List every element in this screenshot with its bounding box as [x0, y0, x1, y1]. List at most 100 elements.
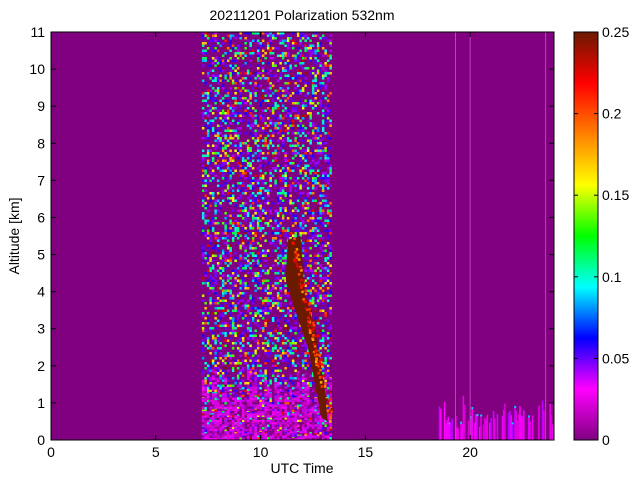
heatmap-cell — [221, 194, 225, 197]
heatmap-cell — [289, 431, 292, 434]
heatmap-cell — [311, 122, 315, 125]
heatmap-cell — [219, 324, 222, 327]
heatmap-cell — [256, 154, 260, 157]
heatmap-cell — [249, 269, 252, 272]
heatmap-cell — [309, 318, 312, 321]
heatmap-cell — [209, 414, 212, 417]
heatmap-cell — [450, 422, 452, 440]
heatmap-cell — [279, 269, 282, 272]
heatmap-cell — [299, 172, 302, 175]
heatmap-cell — [206, 254, 210, 257]
heatmap-cell — [276, 422, 280, 425]
heatmap-cell — [301, 397, 305, 400]
heatmap-cell — [306, 287, 310, 290]
heatmap-cell — [266, 420, 270, 423]
heatmap-cell — [221, 162, 225, 165]
heatmap-cell — [289, 117, 292, 120]
heatmap-cell — [321, 307, 325, 310]
heatmap-cell — [251, 372, 255, 375]
heatmap-cell — [229, 92, 232, 95]
heatmap-cell — [244, 42, 247, 45]
heatmap-cell — [206, 142, 210, 145]
heatmap-cell — [204, 422, 207, 425]
heatmap-cell — [249, 59, 252, 62]
heatmap-cell — [201, 117, 205, 120]
heatmap-cell — [224, 332, 227, 335]
heatmap-cell — [251, 332, 255, 335]
heatmap-cell — [206, 97, 210, 100]
heatmap-cell — [251, 192, 255, 195]
heatmap-cell — [244, 302, 247, 305]
heatmap-cell — [316, 112, 320, 115]
heatmap-cell — [261, 407, 265, 410]
heatmap-cell — [281, 134, 285, 137]
heatmap-cell — [309, 139, 312, 142]
heatmap-cell — [216, 154, 220, 157]
heatmap-cell — [299, 431, 302, 434]
heatmap-cell — [314, 411, 317, 414]
heatmap-cell — [259, 433, 262, 436]
heatmap-cell — [266, 162, 270, 165]
heatmap-cell — [266, 104, 270, 107]
heatmap-cell — [291, 74, 295, 77]
heatmap-cell — [234, 199, 237, 202]
heatmap-cell — [308, 309, 311, 313]
heatmap-cell — [254, 202, 257, 205]
heatmap-cell — [211, 332, 215, 335]
heatmap-cell — [246, 284, 250, 287]
heatmap-cell — [219, 417, 222, 420]
heatmap-cell — [329, 307, 332, 310]
heatmap-cell — [511, 422, 514, 440]
heatmap-cell — [204, 117, 207, 120]
heatmap-cell — [302, 283, 305, 287]
heatmap-cell — [231, 406, 235, 409]
heatmap-cell — [316, 284, 320, 287]
heatmap-cell — [206, 159, 210, 162]
heatmap-cell — [224, 114, 227, 117]
heatmap-cell — [201, 388, 205, 391]
heatmap-cell — [256, 167, 260, 170]
heatmap-cell — [224, 420, 227, 423]
heatmap-cell — [244, 259, 247, 262]
heatmap-cell — [236, 404, 240, 407]
heatmap-cell — [296, 399, 300, 403]
heatmap-cell — [256, 209, 260, 212]
heatmap-cell — [296, 92, 300, 95]
heatmap-cell — [241, 332, 245, 335]
heatmap-cell — [271, 349, 275, 352]
heatmap-cell — [294, 164, 297, 167]
heatmap-cell — [254, 122, 257, 125]
heatmap-cell — [281, 109, 285, 112]
heatmap-cell — [296, 124, 300, 127]
heatmap-cell — [311, 89, 315, 92]
heatmap-cell — [209, 222, 212, 225]
heatmap-cell — [256, 199, 260, 202]
heatmap-cell — [279, 212, 282, 215]
heatmap-cell — [261, 437, 265, 440]
heatmap-cell — [309, 277, 312, 280]
heatmap-cell — [326, 219, 330, 222]
heatmap-cell — [286, 309, 290, 312]
heatmap-cell — [301, 67, 305, 70]
heatmap-cell — [274, 157, 277, 160]
heatmap-cell — [309, 52, 312, 55]
heatmap-cell — [284, 157, 287, 160]
heatmap-cell — [239, 44, 242, 47]
heatmap-cell — [241, 339, 245, 342]
heatmap-cell — [306, 394, 310, 397]
heatmap-cell — [329, 309, 332, 312]
heatmap-cell — [269, 179, 272, 182]
heatmap-cell — [266, 272, 270, 275]
heatmap-cell — [214, 77, 217, 80]
heatmap-cell — [201, 312, 205, 315]
heatmap-cell — [229, 87, 232, 90]
heatmap-cell — [329, 388, 332, 391]
heatmap-cell — [224, 397, 227, 400]
heatmap-cell — [286, 167, 290, 170]
heatmap-cell — [276, 227, 280, 230]
heatmap-cell — [236, 407, 240, 410]
heatmap-cell — [304, 39, 307, 42]
heatmap-cell — [274, 184, 277, 187]
heatmap-cell — [251, 395, 255, 398]
heatmap-cell — [256, 377, 260, 380]
